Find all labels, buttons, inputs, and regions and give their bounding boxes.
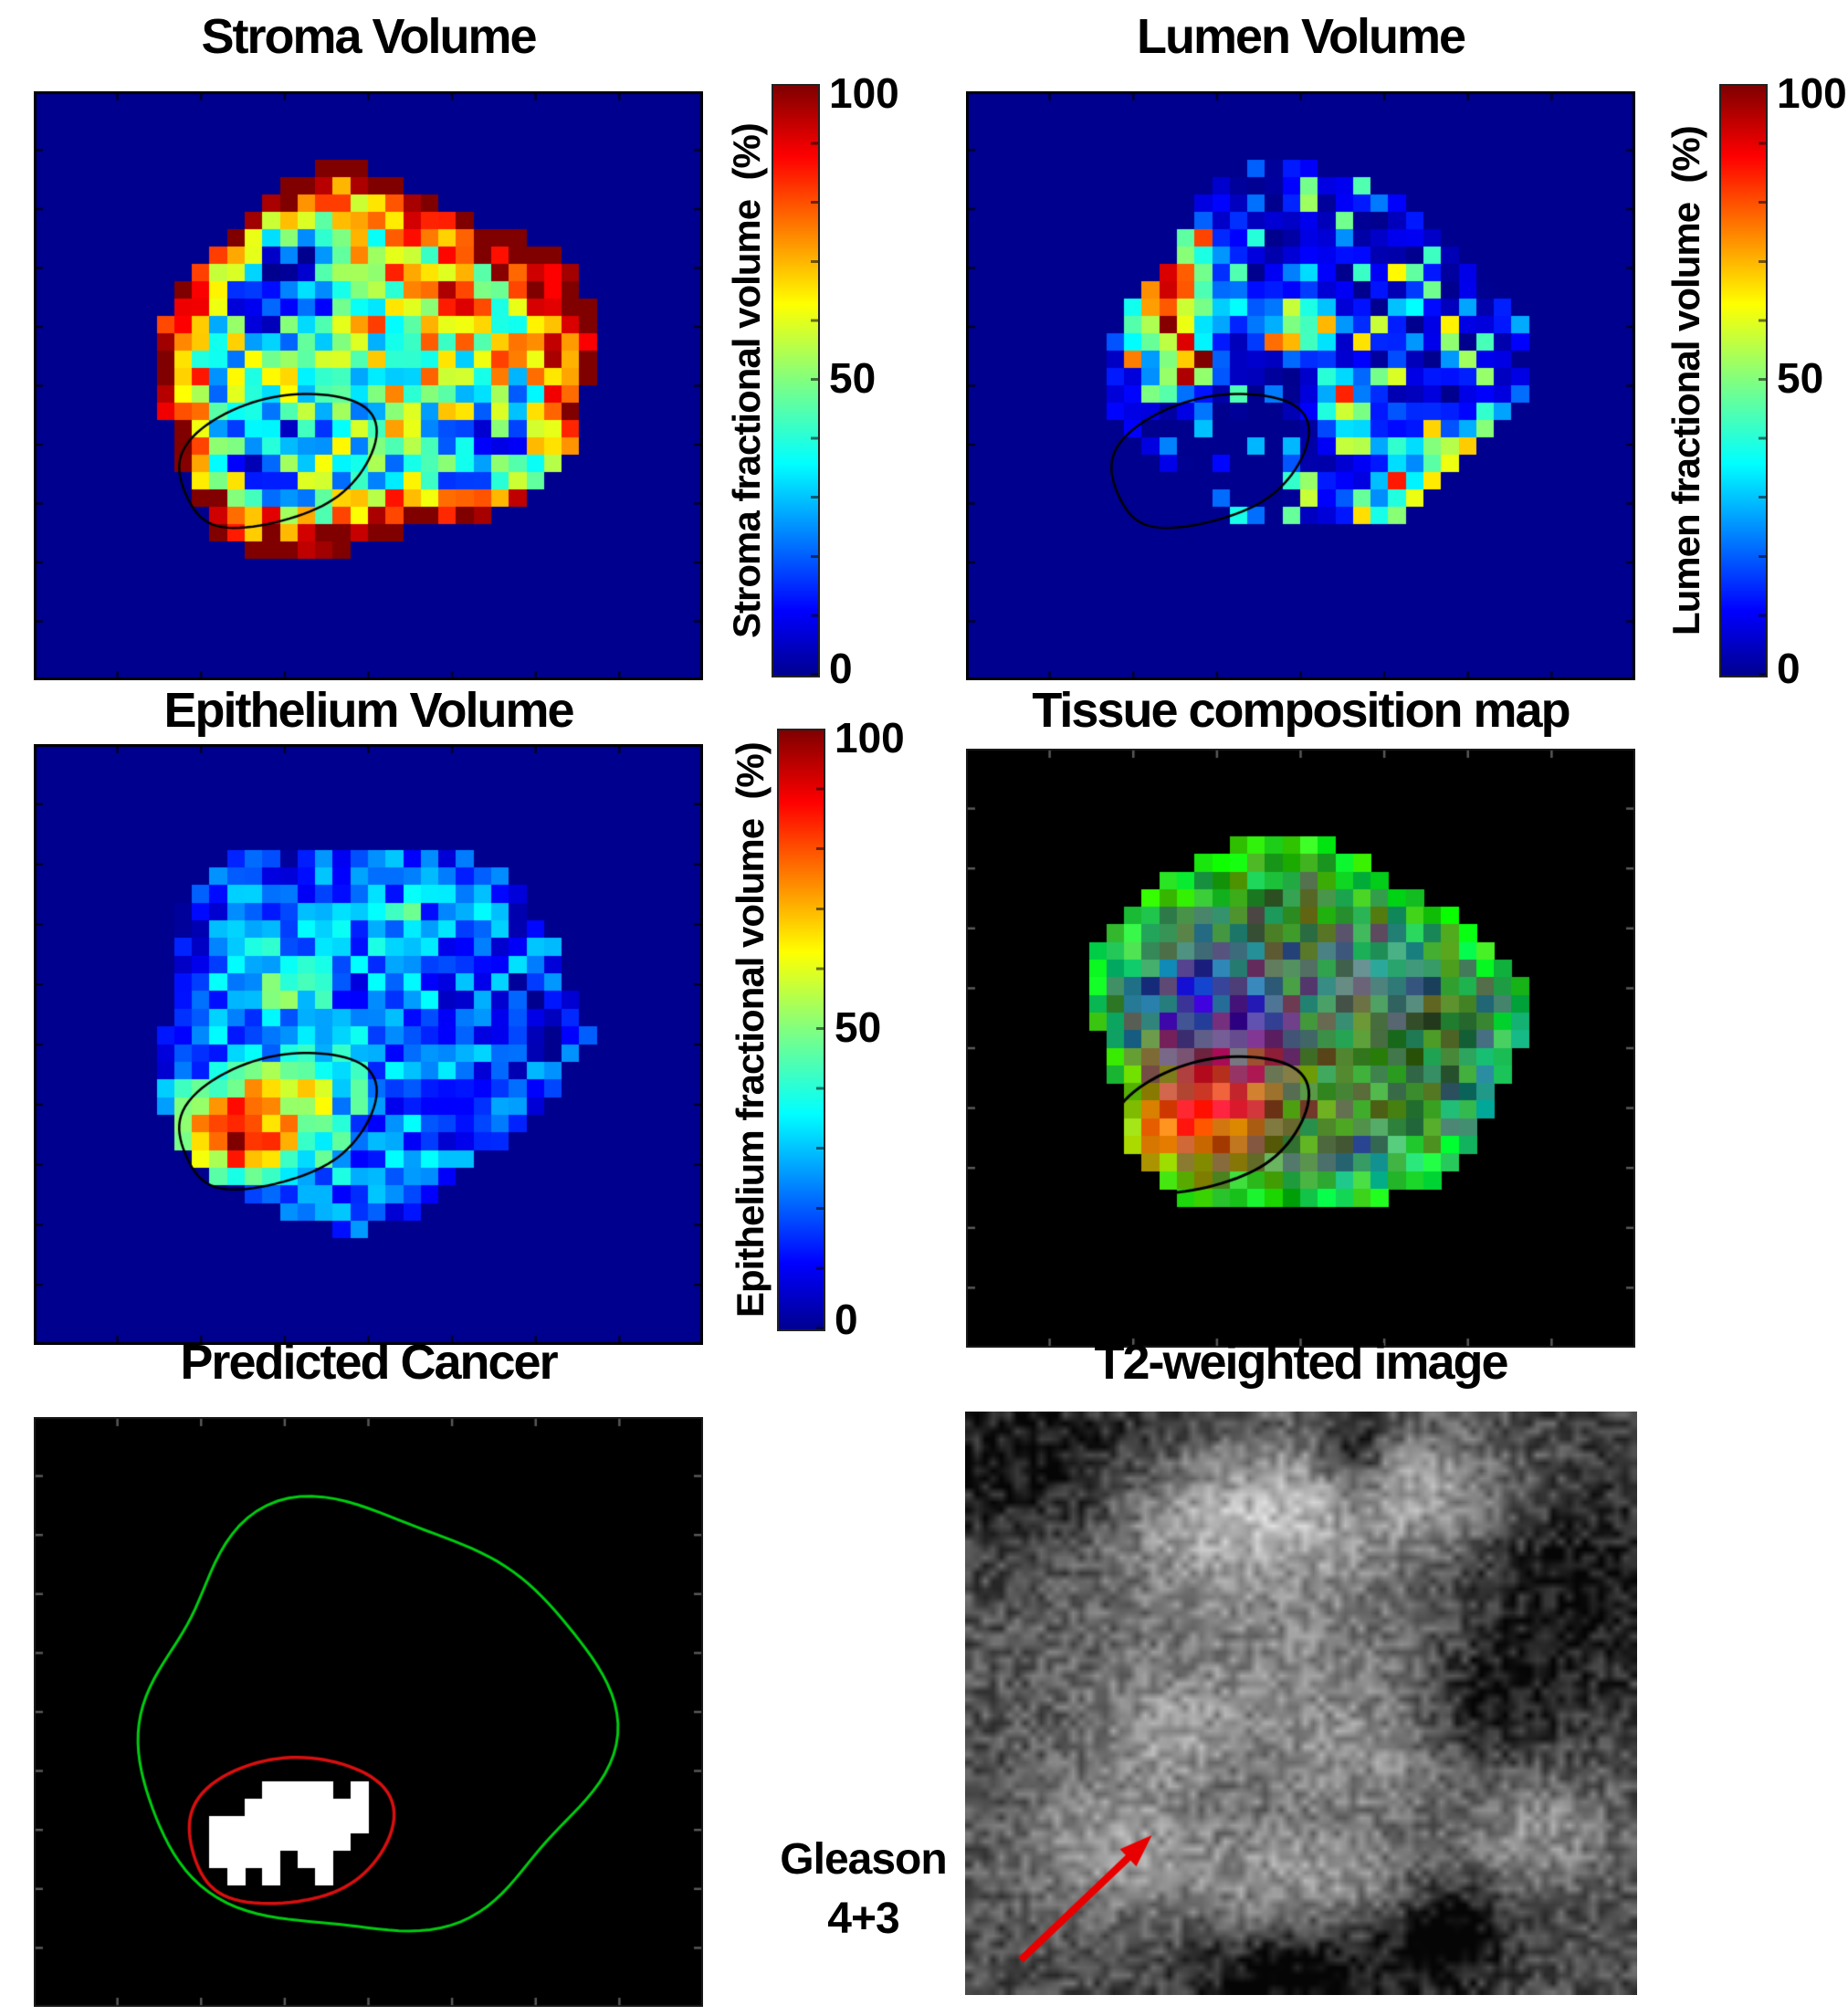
t2-title: T2-weighted image: [1094, 1335, 1508, 1390]
epithelium-colorbar: [777, 729, 825, 1331]
gleason-line2: 4+3: [827, 1894, 899, 1943]
lumen-colorbar-tick-50: 50: [1777, 354, 1824, 402]
epithelium-colorbar-tick-100: 100: [835, 714, 905, 761]
epithelium-colorbar-tick-0: 0: [835, 1296, 858, 1343]
gleason-line1: Gleason: [780, 1835, 947, 1884]
stroma-colorbar-label: Stroma fractional volume (%): [725, 123, 768, 638]
lumen-colorbar-tick-100: 100: [1777, 69, 1847, 117]
lumen-colorbar: [1719, 84, 1768, 677]
lumen-map: [966, 91, 1635, 680]
stroma-map: [34, 91, 703, 680]
predicted-title: Predicted Cancer: [180, 1335, 558, 1390]
t2-weighted-image: [965, 1412, 1637, 1995]
lumen-title: Lumen Volume: [1136, 9, 1466, 64]
predicted-cancer-map: [34, 1417, 703, 2007]
stroma-colorbar-tick-100: 100: [829, 69, 899, 117]
lumen-colorbar-tick-0: 0: [1777, 645, 1801, 692]
stroma-colorbar-tick-0: 0: [829, 645, 853, 692]
stroma-title: Stroma Volume: [201, 9, 537, 64]
epithelium-title: Epithelium Volume: [163, 683, 574, 738]
tissue-composition-map: [966, 749, 1635, 1348]
tissue-title: Tissue composition map: [1032, 683, 1570, 738]
gleason-annotation: Gleason 4+3: [765, 1831, 961, 1949]
stroma-colorbar: [772, 84, 820, 677]
lumen-colorbar-label: Lumen fractional volume (%): [1664, 126, 1707, 635]
epithelium-colorbar-label: Epithelium fractional volume (%): [729, 742, 772, 1318]
stroma-colorbar-tick-50: 50: [829, 354, 877, 402]
epithelium-map: [34, 744, 703, 1345]
epithelium-colorbar-tick-50: 50: [835, 1003, 882, 1051]
